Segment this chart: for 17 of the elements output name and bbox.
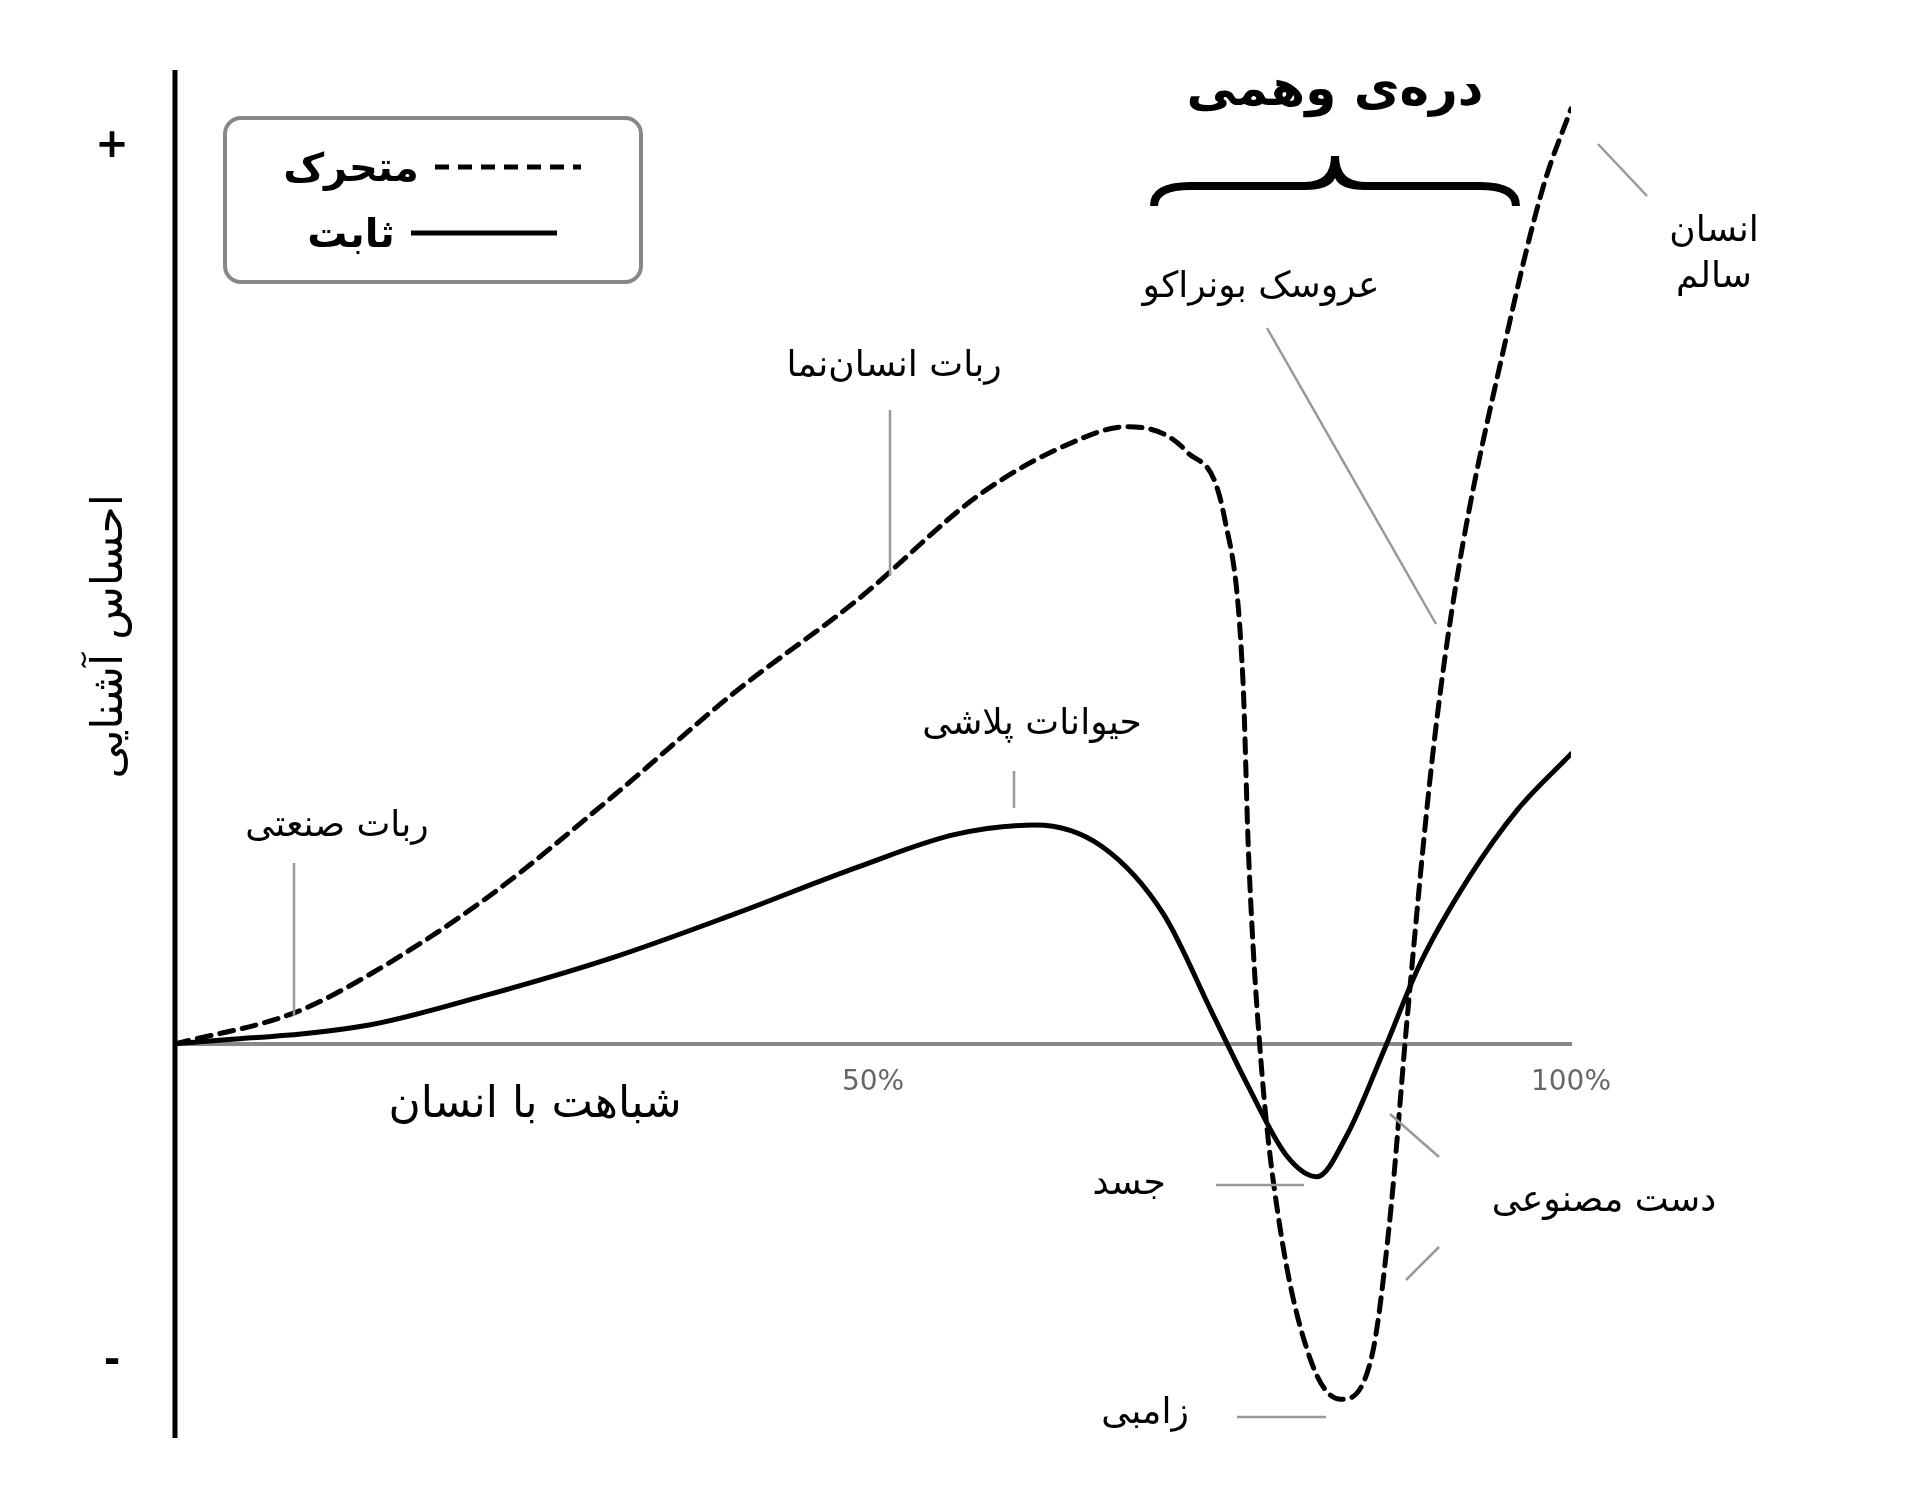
x-tick-label: 100% [1530,1063,1612,1097]
annotation: ربات صنعتی [245,803,429,846]
text: + [95,120,129,167]
annotation: عروسک بونراکو [1140,264,1380,307]
x-axis-title: شباهت با انسان [388,1076,682,1128]
annotation: ربات انسان‌نما [786,343,1002,386]
legend-label: متحرک [283,144,419,190]
annotation: حیوانات پلاشی [922,701,1142,744]
annotation: دست مصنوعی [1491,1178,1717,1221]
annotation: دره‌ی وهمی [1186,58,1484,118]
y-axis-title: احساس آشنایی [80,494,134,779]
x-tick-label: 50% [841,1063,905,1097]
legend-label: ثابت [307,210,395,256]
text: - [103,1336,121,1383]
annotation: زامبی [1101,1390,1189,1433]
annotation: جسد [1092,1161,1166,1203]
text: انسان سالم [1669,208,1759,297]
